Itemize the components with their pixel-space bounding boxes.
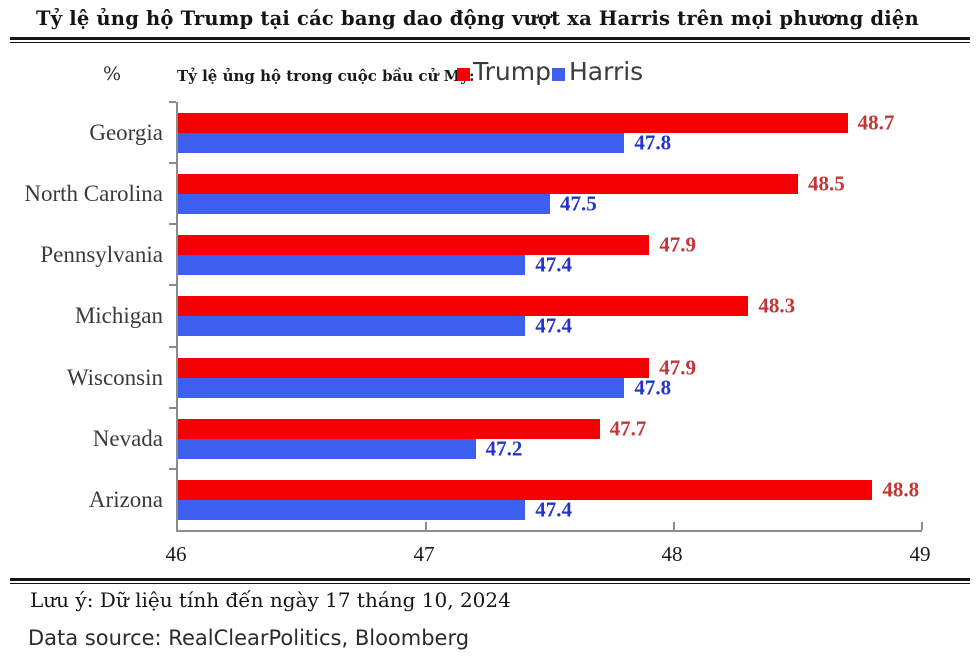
chart-title: Tỷ lệ ủng hộ Trump tại các bang dao động… [36, 7, 919, 30]
harris-legend-swatch-icon [552, 68, 565, 81]
category-label: North Carolina [24, 181, 163, 207]
y-axis-tick [169, 162, 176, 165]
y-axis-tick [169, 284, 176, 287]
x-axis-label: 46 [165, 542, 187, 566]
plot-area: 48.7 47.8 48.5 47.5 47.9 47.4 48.3 47.4 47.9 47.8… [169, 101, 923, 532]
y-axis-unit-label: % [103, 63, 122, 85]
category-label: Pennsylvania [40, 242, 163, 268]
category-label: Arizona [88, 486, 163, 512]
footer-divider [10, 578, 970, 584]
trump-value-label: 47.9 [659, 232, 696, 257]
y-axis-tick [169, 467, 176, 470]
trump-value-label: 48.3 [758, 293, 796, 318]
x-axis-tick [921, 522, 923, 530]
harris-bar [178, 255, 526, 276]
x-axis-label: 48 [661, 542, 683, 566]
trump-value-label: 47.9 [659, 355, 696, 380]
harris-bar [178, 438, 476, 459]
trump-bar [178, 479, 873, 500]
harris-value-label: 47.4 [535, 313, 572, 338]
title-divider [10, 37, 970, 43]
harris-value-label: 47.8 [634, 130, 672, 155]
y-axis-tick [169, 406, 176, 409]
harris-bar [178, 133, 625, 153]
harris-value-label: 47.4 [535, 497, 572, 522]
trump-bar [178, 113, 848, 133]
y-axis-tick [169, 223, 176, 226]
category-label: Nevada [92, 425, 163, 451]
x-axis-label: 49 [909, 542, 931, 566]
harris-legend-label: Harris [569, 57, 644, 86]
harris-bar [178, 377, 625, 398]
trump-bar [178, 235, 650, 256]
category-label: Georgia [89, 120, 163, 145]
y-axis-tick [169, 101, 176, 103]
trump-legend-label: Trump [473, 57, 551, 86]
category-label: Michigan [74, 303, 163, 329]
trump-value-label: 48.7 [857, 110, 895, 135]
trump-value-label: 48.5 [808, 171, 845, 196]
footnote-note: Lưu ý: Dữ liệu tính đến ngày 17 tháng 10… [30, 588, 511, 612]
trump-value-label: 48.8 [882, 477, 920, 502]
x-axis-tick [424, 522, 427, 530]
trump-bar [178, 357, 650, 378]
x-axis-tick [672, 522, 675, 530]
harris-value-label: 47.4 [535, 252, 572, 277]
harris-bar [178, 194, 550, 215]
trump-legend-swatch-icon [457, 68, 470, 81]
trump-value-label: 47.7 [609, 416, 647, 441]
footnote-source: Data source: RealClearPolitics, Bloomber… [28, 626, 470, 650]
harris-value-label: 47.8 [634, 375, 672, 400]
harris-value-label: 47.5 [560, 191, 597, 216]
harris-value-label: 47.2 [485, 436, 523, 461]
y-axis-tick [169, 345, 176, 348]
x-axis-label: 47 [413, 542, 435, 566]
harris-bar [178, 316, 526, 337]
legend-caption: Tỷ lệ ủng hộ trong cuộc bầu cử Mỹ: [177, 67, 475, 85]
trump-bar [178, 174, 798, 195]
category-label: Wisconsin [66, 364, 163, 390]
trump-bar [178, 418, 600, 439]
trump-bar [178, 296, 749, 317]
harris-bar [178, 499, 526, 520]
